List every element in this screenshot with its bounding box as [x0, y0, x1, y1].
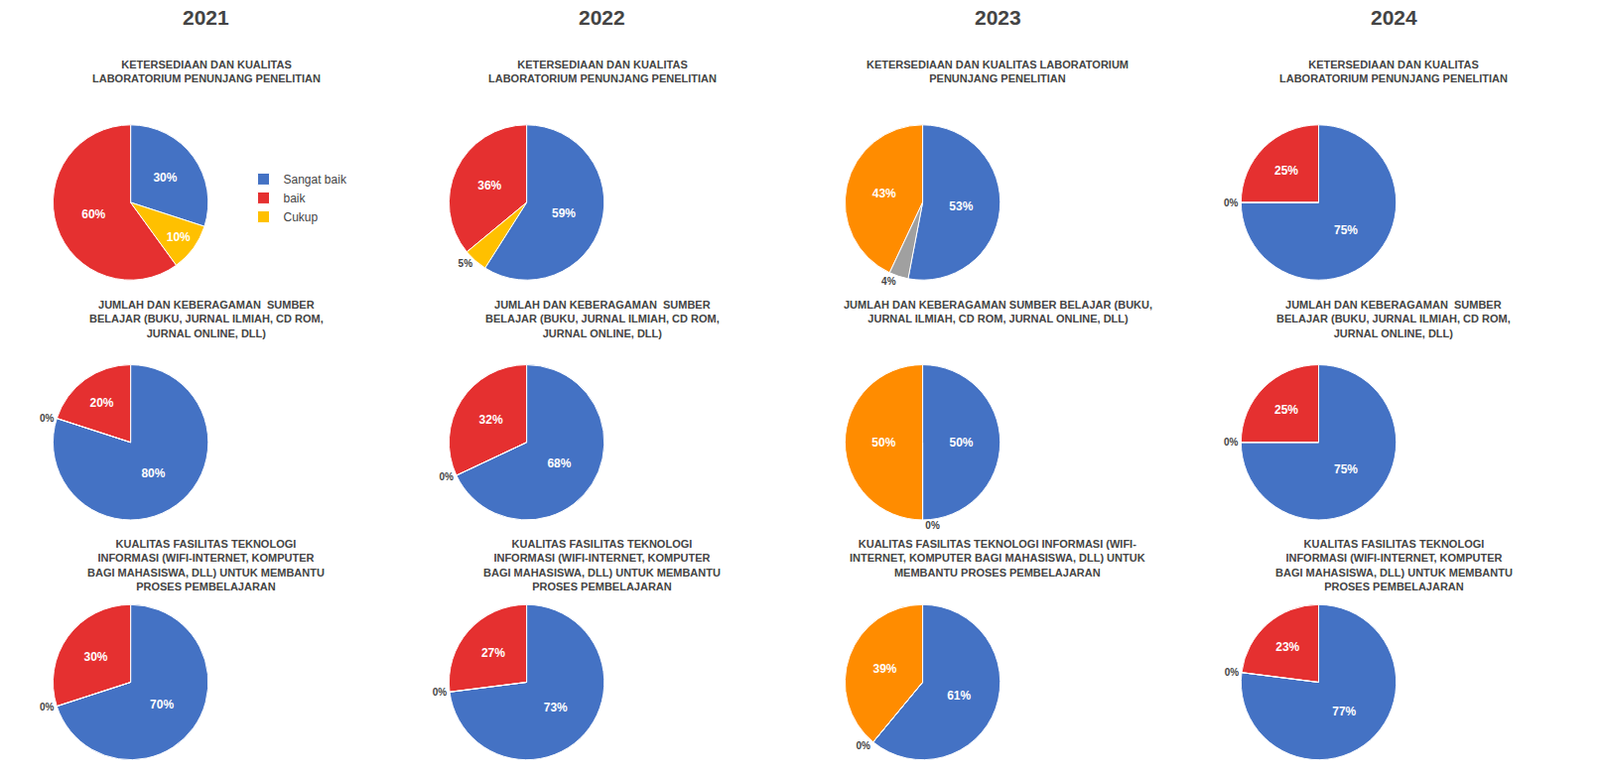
svg-text:27%: 27%	[481, 646, 506, 661]
svg-text:59%: 59%	[551, 206, 576, 221]
svg-text:39%: 39%	[872, 662, 897, 676]
svg-text:0%: 0%	[432, 686, 448, 698]
svg-text:0%: 0%	[39, 412, 55, 424]
svg-text:25%: 25%	[1274, 163, 1299, 178]
svg-text:2021: 2021	[182, 5, 230, 29]
svg-text:0%: 0%	[1224, 666, 1240, 678]
svg-text:50%: 50%	[871, 435, 896, 450]
svg-text:KETERSEDIAAN DAN KUALITASLABOR: KETERSEDIAAN DAN KUALITASLABORATORIUM PE…	[488, 58, 717, 85]
svg-text:JUMLAH DAN KEBERAGAMAN SUMBER: JUMLAH DAN KEBERAGAMAN SUMBERBELAJAR (BU…	[89, 298, 324, 340]
svg-text:KUALITAS FASILITAS TEKNOLOGI I: KUALITAS FASILITAS TEKNOLOGI INFORMASI (…	[849, 537, 1146, 579]
svg-text:0%: 0%	[1223, 436, 1239, 448]
svg-text:61%: 61%	[946, 688, 971, 703]
svg-text:KETERSEDIAAN DAN KUALITAS LABO: KETERSEDIAAN DAN KUALITAS LABORATORIUMPE…	[866, 58, 1129, 85]
svg-text:10%: 10%	[166, 230, 191, 245]
svg-text:KUALITAS FASILITAS TEKNOLOGIIN: KUALITAS FASILITAS TEKNOLOGIINFORMASI (W…	[87, 537, 325, 593]
svg-text:0%: 0%	[39, 701, 55, 713]
svg-text:0%: 0%	[439, 471, 455, 483]
svg-text:0%: 0%	[1223, 197, 1239, 209]
svg-text:JUMLAH DAN KEBERAGAMAN SUMBER: JUMLAH DAN KEBERAGAMAN SUMBERBELAJAR (BU…	[485, 298, 720, 340]
svg-text:32%: 32%	[479, 412, 504, 427]
svg-text:0%: 0%	[855, 740, 871, 752]
svg-text:Cukup: Cukup	[283, 210, 319, 225]
svg-text:70%: 70%	[149, 697, 174, 712]
svg-text:0%: 0%	[925, 520, 940, 532]
svg-text:5%: 5%	[458, 258, 474, 269]
svg-text:baik: baik	[283, 191, 307, 206]
svg-text:43%: 43%	[872, 186, 897, 201]
svg-text:2023: 2023	[974, 5, 1022, 29]
svg-text:JUMLAH DAN KEBERAGAMAN SUMBER: JUMLAH DAN KEBERAGAMAN SUMBER BELAJAR (B…	[843, 298, 1153, 325]
svg-text:KUALITAS FASILITAS TEKNOLOGIIN: KUALITAS FASILITAS TEKNOLOGIINFORMASI (W…	[483, 537, 721, 593]
svg-text:25%: 25%	[1274, 402, 1299, 417]
svg-text:KUALITAS FASILITAS TEKNOLOGIIN: KUALITAS FASILITAS TEKNOLOGIINFORMASI (W…	[1275, 537, 1513, 593]
svg-text:30%: 30%	[152, 170, 177, 185]
svg-text:53%: 53%	[948, 199, 973, 214]
svg-text:73%: 73%	[543, 700, 568, 715]
svg-text:2022: 2022	[578, 5, 626, 29]
svg-text:23%: 23%	[1275, 640, 1300, 655]
svg-text:80%: 80%	[140, 466, 165, 481]
svg-text:KETERSEDIAAN DAN KUALITASLABOR: KETERSEDIAAN DAN KUALITASLABORATORIUM PE…	[92, 58, 321, 85]
svg-text:50%: 50%	[948, 435, 973, 450]
svg-text:60%: 60%	[81, 207, 106, 222]
svg-text:30%: 30%	[83, 650, 108, 665]
svg-text:77%: 77%	[1332, 704, 1356, 719]
svg-text:JUMLAH DAN KEBERAGAMAN SUMBER: JUMLAH DAN KEBERAGAMAN SUMBERBELAJAR (BU…	[1276, 298, 1511, 340]
svg-text:20%: 20%	[90, 396, 115, 410]
svg-text:75%: 75%	[1333, 223, 1358, 238]
svg-text:75%: 75%	[1333, 462, 1358, 477]
svg-text:2024: 2024	[1370, 5, 1418, 29]
svg-text:36%: 36%	[477, 178, 502, 193]
svg-text:4%: 4%	[881, 275, 897, 287]
svg-text:68%: 68%	[546, 456, 571, 471]
svg-text:KETERSEDIAAN DAN KUALITASLABOR: KETERSEDIAAN DAN KUALITASLABORATORIUM PE…	[1279, 58, 1508, 85]
svg-text:Sangat baik: Sangat baik	[283, 172, 348, 187]
